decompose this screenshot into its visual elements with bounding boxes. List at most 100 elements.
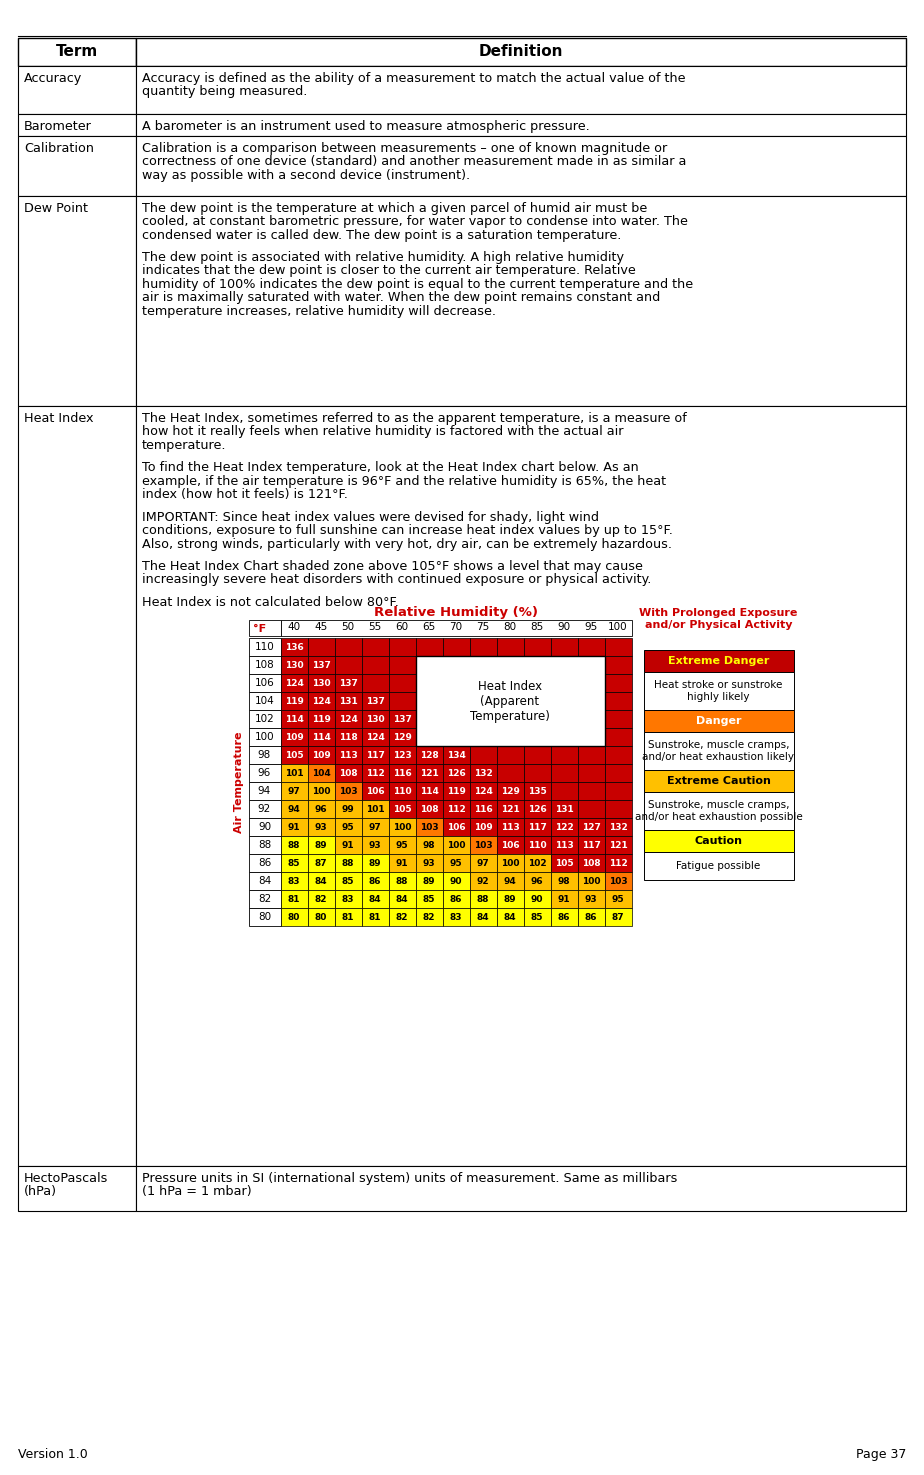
Bar [416, 746, 443, 764]
Text: 105: 105 [554, 858, 573, 867]
Text: Extreme Danger: Extreme Danger [668, 656, 769, 667]
Text: Dew Point: Dew Point [24, 202, 88, 215]
Text: 80: 80 [315, 913, 327, 922]
Bar [551, 782, 578, 799]
Bar [551, 656, 578, 674]
Text: 113: 113 [501, 823, 519, 832]
Text: 89: 89 [315, 841, 327, 850]
Bar [308, 729, 334, 746]
Bar [281, 872, 308, 889]
Bar [361, 836, 388, 854]
Bar [469, 692, 496, 709]
Bar [604, 836, 631, 854]
Text: 103: 103 [339, 786, 358, 795]
Text: 84: 84 [369, 895, 382, 904]
Text: Heat Index
(Apparent
Temperature): Heat Index (Apparent Temperature) [470, 680, 550, 723]
Bar [578, 909, 604, 926]
Text: Calibration is a comparison between measurements – one of known magnitude or: Calibration is a comparison between meas… [142, 142, 667, 155]
Bar [443, 674, 469, 692]
Text: The Heat Index Chart shaded zone above 105°F shows a level that may cause: The Heat Index Chart shaded zone above 1… [142, 560, 643, 572]
Bar [496, 819, 524, 836]
Bar [281, 639, 308, 656]
Bar [643, 650, 794, 673]
Bar [249, 764, 281, 782]
Bar [249, 692, 281, 709]
Bar [308, 782, 334, 799]
Text: HectoPascals: HectoPascals [24, 1173, 108, 1184]
Text: 137: 137 [366, 696, 384, 705]
Bar [361, 709, 388, 729]
Bar [643, 853, 794, 881]
Text: 94: 94 [258, 786, 271, 797]
Bar [361, 656, 388, 674]
Text: 106: 106 [446, 823, 466, 832]
Bar [416, 836, 443, 854]
Bar [496, 656, 524, 674]
Bar [281, 854, 308, 872]
Bar [136, 1167, 906, 1211]
Bar [249, 746, 281, 764]
Text: 91: 91 [395, 858, 408, 867]
Bar [604, 819, 631, 836]
Bar [249, 854, 281, 872]
Text: Sunstroke, muscle cramps,
and/or heat exhaustion possible: Sunstroke, muscle cramps, and/or heat ex… [635, 801, 802, 822]
Text: 95: 95 [612, 895, 625, 904]
Bar [281, 692, 308, 709]
Text: 128: 128 [419, 751, 438, 760]
Bar [496, 746, 524, 764]
Bar [281, 799, 308, 819]
Text: 116: 116 [393, 768, 411, 777]
Bar [443, 889, 469, 909]
Text: 119: 119 [311, 714, 331, 724]
Bar [496, 889, 524, 909]
Bar [361, 764, 388, 782]
Bar [496, 639, 524, 656]
Text: 100: 100 [582, 876, 601, 885]
Bar [604, 692, 631, 709]
Text: 92: 92 [258, 804, 271, 814]
Bar [388, 909, 416, 926]
Text: 131: 131 [554, 804, 574, 814]
Text: 86: 86 [585, 913, 597, 922]
Bar [551, 909, 578, 926]
Bar [416, 799, 443, 819]
Bar [469, 746, 496, 764]
Bar [496, 854, 524, 872]
Text: 108: 108 [255, 661, 274, 670]
Bar [443, 836, 469, 854]
Bar [361, 819, 388, 836]
Bar [361, 729, 388, 746]
Bar [334, 799, 361, 819]
Bar [604, 909, 631, 926]
Text: correctness of one device (standard) and another measurement made in as similar : correctness of one device (standard) and… [142, 155, 687, 168]
Text: 88: 88 [477, 895, 489, 904]
Text: 95: 95 [450, 858, 462, 867]
Text: air is maximally saturated with water. When the dew point remains constant and: air is maximally saturated with water. W… [142, 291, 661, 304]
Bar [578, 872, 604, 889]
Bar [334, 746, 361, 764]
Text: 113: 113 [554, 841, 574, 850]
Text: 70: 70 [449, 622, 463, 633]
Bar [604, 656, 631, 674]
Bar [604, 889, 631, 909]
Bar [388, 854, 416, 872]
Bar [643, 673, 794, 709]
Bar [136, 38, 906, 66]
Bar [334, 692, 361, 709]
Text: 83: 83 [342, 895, 354, 904]
Text: Pressure units in SI (international system) units of measurement. Same as millib: Pressure units in SI (international syst… [142, 1173, 677, 1184]
Bar [361, 639, 388, 656]
Text: 108: 108 [419, 804, 438, 814]
Text: To find the Heat Index temperature, look at the Heat Index chart below. As an: To find the Heat Index temperature, look… [142, 462, 638, 475]
Bar [416, 764, 443, 782]
Bar [308, 854, 334, 872]
Bar [308, 674, 334, 692]
Text: 90: 90 [557, 622, 570, 633]
Bar [524, 799, 551, 819]
Bar [334, 709, 361, 729]
Bar [604, 729, 631, 746]
Bar [643, 770, 794, 792]
Bar [388, 889, 416, 909]
Text: 126: 126 [528, 804, 546, 814]
Text: Air Temperature: Air Temperature [234, 732, 244, 833]
